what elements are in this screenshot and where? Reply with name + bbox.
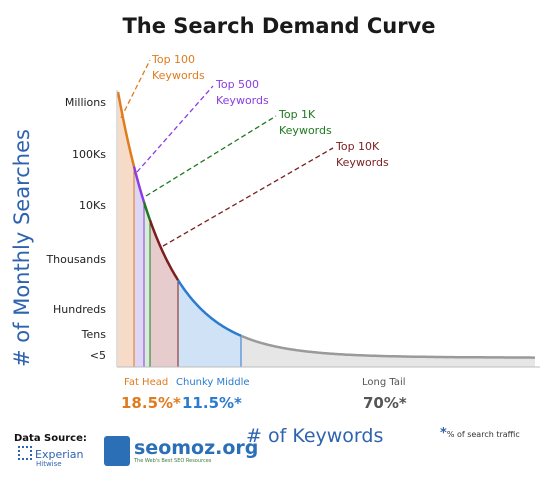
curve-line [116,91,136,167]
curve-region [144,202,150,367]
callout-line2: Keywords [152,69,205,82]
footnote-star: * [440,426,447,441]
callout-line1: Top 10K [336,140,380,153]
curve-line [176,279,242,337]
segment-label: Long Tail [362,377,406,388]
callout-line2: Keywords [216,94,269,107]
curve-region [118,92,134,367]
callout-line1: Top 100 [152,53,196,66]
callout-leader [136,85,214,173]
footnote-text: % of search traffic [446,430,520,439]
y-tick-label: 10Ks [79,199,106,212]
curve-line [240,334,535,359]
hitwise-text: Hitwise [36,460,62,468]
y-tick-label: Tens [81,328,106,341]
callout-line1: Top 500 [216,78,260,91]
x-axis-label: # of Keywords [246,425,384,447]
y-tick-label: <5 [89,349,106,362]
y-tick-label: 100Ks [72,148,106,161]
callout-line2: Keywords [279,124,332,137]
y-tick-label: Thousands [46,253,106,266]
curve-region [150,220,178,367]
curve-line [148,219,180,281]
segment-share: 18.5%* [121,394,181,412]
seomoz-logo: seomoz.org The Web's Best SEO Resources [104,436,258,466]
data-source-label: Data Source: [14,433,87,444]
experian-logo: Experian [18,446,84,461]
curve-line [142,201,152,221]
curve-region [241,335,535,367]
experian-icon [18,446,32,460]
segment-share: 70%* [363,394,407,412]
seomoz-robot-icon [104,436,130,466]
callout-line2: Keywords [336,156,389,169]
callout-leader [145,115,277,197]
curve-line [132,166,146,203]
curve-region [134,166,144,367]
callout-line1: Top 1K [279,108,316,121]
chart-title: The Search Demand Curve [122,14,436,38]
segment-share: 11.5%* [182,394,242,412]
segment-label: Chunky Middle [176,377,250,388]
footnote: *% of search traffic [440,426,520,441]
callout-leader [120,59,151,119]
y-tick-label: Hundreds [53,303,106,316]
callout-leader [162,147,334,247]
segment-label: Fat Head [124,377,169,388]
seomoz-tagline: The Web's Best SEO Resources [134,458,212,464]
experian-text: Experian [35,448,84,461]
y-tick-label: Millions [64,96,106,109]
seomoz-text: seomoz.org [134,437,259,459]
